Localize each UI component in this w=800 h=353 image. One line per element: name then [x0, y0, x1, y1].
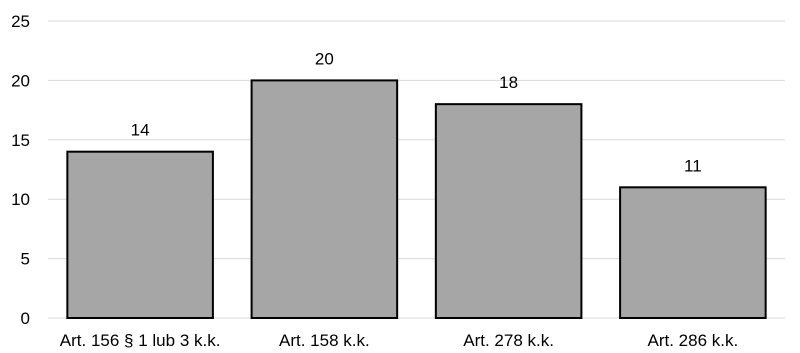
category-labels: Art. 156 § 1 lub 3 k.k. Art. 158 k.k. Art.…: [60, 331, 738, 350]
bar: [250, 79, 399, 320]
bar-value-label: 18: [499, 73, 518, 92]
y-tick-label: 15: [11, 131, 30, 150]
bar-value-label: 20: [315, 49, 334, 68]
y-tick-label: 25: [11, 12, 30, 31]
y-tick-label: 10: [11, 190, 30, 209]
bars: [66, 79, 767, 320]
bar: [434, 103, 583, 319]
category-label: Art. 286 k.k.: [648, 331, 739, 350]
bar-value-label: 11: [684, 156, 702, 175]
bar-value-label: 14: [131, 121, 150, 140]
y-axis-ticks: 0 5 10 15 20 25: [11, 12, 30, 328]
category-label: Art. 156 § 1 lub 3 k.k.: [60, 331, 221, 350]
y-tick-label: 5: [21, 250, 30, 269]
y-tick-label: 0: [21, 309, 30, 328]
bar: [66, 150, 214, 319]
y-tick-label: 20: [11, 71, 30, 90]
bar: [619, 186, 767, 319]
category-label: Art. 278 k.k.: [463, 331, 554, 350]
data-labels: 14 20 18 11: [131, 49, 702, 175]
category-label: Art. 158 k.k.: [279, 331, 370, 350]
